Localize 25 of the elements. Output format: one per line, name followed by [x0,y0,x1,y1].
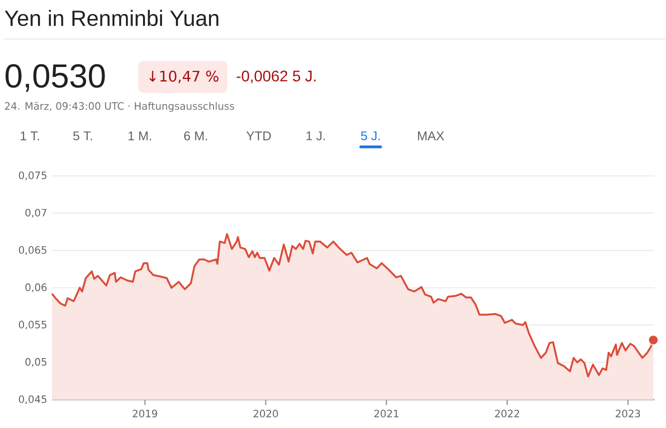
text: MAX [418,132,444,140]
text: 0,0530 [6,64,105,92]
y-tick-label: 0,065 [18,246,46,255]
y-tick-label: 0,07 [25,208,46,218]
x-tick-label: 2020 [254,410,278,418]
y-tick-label: 0,075 [18,172,46,180]
x-tick-label: 2019 [132,410,158,418]
text: 24. März, 09:43:00 UTC · Haftungsausschluss [5,102,234,112]
y-tick-label: 0,055 [18,320,46,330]
y-tick-label: 0,06 [25,284,47,292]
x-tick-label: 2022 [495,410,520,418]
text: 1 T. [20,132,40,140]
y-tick-label: 0,05 [25,358,46,367]
text: ↓10,47 % [149,70,218,84]
text: -0,0062 5 J. [236,70,316,84]
text: 5 T. [73,132,92,140]
text: 5 J. [361,132,380,140]
text: 1 M. [128,132,152,140]
y-tick-label: 0,045 [18,395,46,404]
chart-title: Yen in Renminbi Yuan [4,10,218,26]
text: YTD [246,132,271,140]
x-tick-label: 2023 [616,410,640,418]
x-tick-label: 2021 [374,410,398,418]
text: 1 J. [306,132,325,140]
text: 6 M. [184,132,207,141]
